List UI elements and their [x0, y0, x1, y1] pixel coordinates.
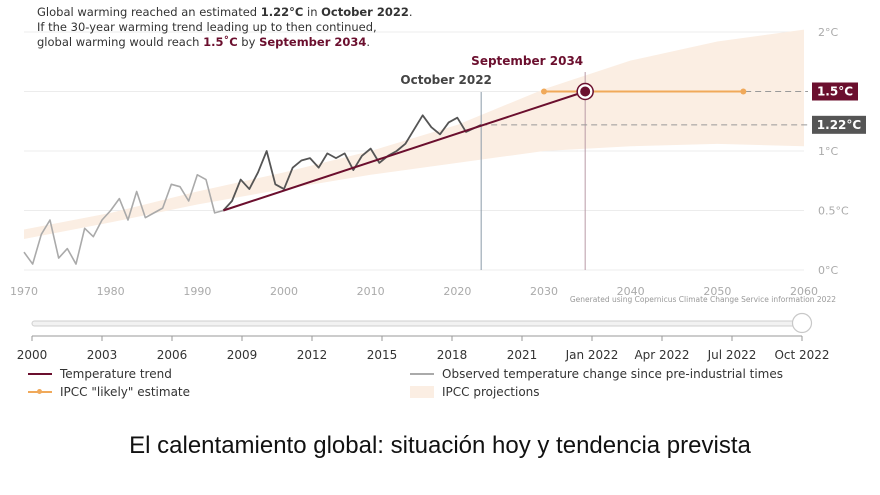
observed-line-early [23, 174, 224, 265]
legend-swatch-observed [410, 373, 434, 375]
annotation-value-target: 1.5˚C [203, 35, 238, 49]
legend-item-observed[interactable]: Observed temperature change since pre-in… [410, 367, 783, 381]
slider-tick-label: 2006 [157, 348, 188, 362]
legend-label-ipcc-estimate: IPCC "likely" estimate [60, 385, 191, 399]
x-tick-label: 2000 [270, 285, 298, 298]
x-axis-ticks: 1970 1980 1990 2000 2010 2020 2030 2040 2050 2060 [10, 285, 818, 298]
slider-tick-label: Apr 2022 [634, 348, 689, 362]
x-tick-label: 1980 [97, 285, 125, 298]
page-caption: El calentamiento global: situación hoy y… [129, 432, 751, 459]
observed-line-recent [222, 114, 482, 212]
slider-tick-label: 2009 [227, 348, 258, 362]
legend-item-ipcc-projections[interactable]: IPCC projections [410, 385, 540, 399]
y-tick-label: 2°C [818, 26, 838, 39]
y-tick-label: 0.5°C [818, 205, 849, 218]
badge-1-5-text: 1.5°C [817, 85, 853, 99]
trend-line [223, 90, 586, 212]
x-tick-label: 2040 [617, 285, 645, 298]
data-credit: Generated using Copernicus Climate Chang… [570, 295, 836, 304]
legend-label-trend: Temperature trend [60, 367, 172, 381]
target-marker-label: September 2034 [471, 54, 583, 68]
y-tick-label: 1°C [818, 145, 838, 158]
legend-label-ipcc-projections: IPCC projections [442, 385, 540, 399]
slider-tick-label: Oct 2022 [774, 348, 829, 362]
annotation-date-target: September 2034 [259, 35, 367, 49]
trend-series [223, 82, 747, 212]
observed-series [23, 114, 482, 265]
x-tick-label: 1990 [183, 285, 211, 298]
legend-swatch-trend [28, 373, 52, 375]
legend-item-ipcc-estimate[interactable]: IPCC "likely" estimate [28, 385, 190, 399]
annotation-text: . [366, 35, 371, 49]
badge-1-22-text: 1.22°C [817, 118, 862, 132]
badge-1-5: 1.5°C [812, 82, 858, 101]
slider-tick-label: 2015 [367, 348, 398, 362]
x-tick-label: 2010 [357, 285, 385, 298]
legend-swatch-ipcc-projections [410, 386, 434, 398]
legend-swatch-ipcc-estimate [28, 389, 52, 394]
slider-tick-label: 2018 [437, 348, 468, 362]
headline-annotation: Global warming reached an estimated 1.22… [37, 5, 413, 50]
ipcc-estimate-start-dot [541, 88, 547, 95]
slider-tick-label: Jan 2022 [565, 348, 619, 362]
slider-tick-label: Jul 2022 [707, 348, 757, 362]
x-tick-label: 2030 [530, 285, 558, 298]
annotation-text: in [303, 5, 322, 19]
x-tick-label: 2050 [703, 285, 731, 298]
ipcc-projections-band [24, 29, 804, 240]
annotation-line-3: global warming would reach 1.5˚C by Sept… [37, 35, 413, 50]
annotation-text: by [237, 35, 260, 49]
x-tick-label: 1970 [10, 285, 38, 298]
time-slider[interactable]: 2000 2003 2006 2009 2012 2015 2018 2021 Jan 2022… [17, 312, 830, 363]
slider-track[interactable] [31, 320, 803, 327]
slider-tick-label: 2012 [297, 348, 328, 362]
badge-1-5-box [812, 82, 858, 101]
annotation-text: Global warming reached an estimated [37, 5, 261, 19]
annotation-line-2: If the 30-year warming trend leading up … [37, 20, 377, 34]
annotation-value-now: 1.22°C [260, 5, 304, 19]
ipcc-estimate-end-dot [740, 88, 747, 95]
legend-label-observed: Observed temperature change since pre-in… [442, 367, 784, 381]
y-axis-ticks: 0°C0.5°C1°C1.5°C2°C [818, 26, 849, 277]
slider-ticks: 2000 2003 2006 2009 2012 2015 2018 2021 Jan 2022… [17, 336, 830, 362]
target-dot [580, 86, 591, 97]
legend-item-trend[interactable]: Temperature trend [28, 367, 172, 381]
slider-tick-label: 2003 [87, 348, 118, 362]
now-marker-label: October 2022 [400, 73, 492, 87]
annotation-text: . [408, 5, 413, 19]
slider-tick-label: 2000 [17, 348, 48, 362]
legend-dot-icon [37, 389, 42, 394]
annotation-text: global warming would reach [37, 35, 204, 49]
badge-1-22-box [812, 115, 866, 134]
x-tick-label: 2060 [790, 285, 818, 298]
y-tick-label: 0°C [818, 264, 838, 277]
annotation-line-1: Global warming reached an estimated 1.22… [37, 5, 413, 20]
slider-tick-label: 2021 [507, 348, 538, 362]
annotation-date-now: October 2022 [321, 5, 409, 19]
badge-1-22: 1.22°C [812, 115, 866, 134]
slider-handle[interactable] [791, 312, 813, 334]
x-tick-label: 2020 [443, 285, 471, 298]
